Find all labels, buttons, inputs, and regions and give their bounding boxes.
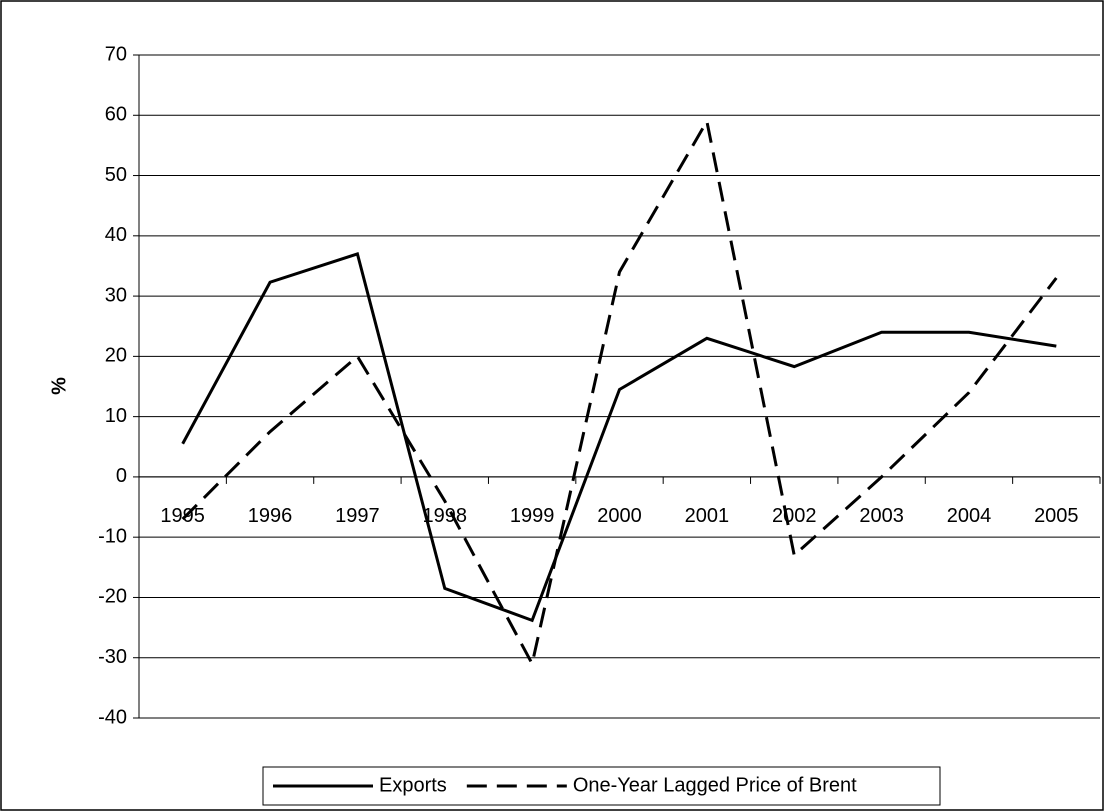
y-tick-label: 70 bbox=[105, 43, 127, 65]
x-tick-label: 1995 bbox=[160, 505, 205, 527]
data-line bbox=[181, 117, 1058, 669]
y-tick-label: 40 bbox=[105, 224, 127, 246]
x-tick-label: 1999 bbox=[510, 505, 555, 527]
x-tick-label: 2000 bbox=[597, 505, 642, 527]
y-tick-label: 0 bbox=[116, 465, 127, 487]
x-tick-label: 2004 bbox=[947, 505, 992, 527]
y-tick-label: 10 bbox=[105, 405, 127, 427]
legend-label: One-Year Lagged Price of Brent bbox=[573, 774, 857, 796]
y-tick-label: 20 bbox=[105, 345, 127, 367]
y-tick-label: 60 bbox=[105, 104, 127, 126]
x-tick-label: 1997 bbox=[335, 505, 380, 527]
y-tick-label: -40 bbox=[98, 706, 127, 728]
x-tick-label: 2001 bbox=[685, 505, 730, 527]
data-line bbox=[181, 251, 1057, 623]
x-tick-label: 2005 bbox=[1034, 505, 1079, 527]
x-tick-label: 2002 bbox=[772, 505, 817, 527]
legend-box bbox=[262, 766, 941, 806]
y-axis-label: % bbox=[48, 377, 70, 395]
y-tick-label: -30 bbox=[98, 646, 127, 668]
y-tick-label: -20 bbox=[98, 586, 127, 608]
legend-label: Exports bbox=[379, 774, 447, 796]
y-tick-label: 50 bbox=[105, 164, 127, 186]
x-tick-label: 1996 bbox=[248, 505, 293, 527]
x-tick-label: 2003 bbox=[859, 505, 904, 527]
y-tick-label: 30 bbox=[105, 284, 127, 306]
y-tick-label: -10 bbox=[98, 525, 127, 547]
